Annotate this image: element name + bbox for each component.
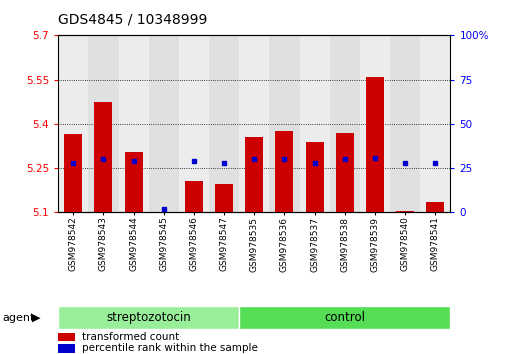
- Text: percentile rank within the sample: percentile rank within the sample: [82, 343, 257, 354]
- Bar: [94, 102, 112, 212]
- Text: ▶: ▶: [32, 313, 40, 323]
- Bar: [58, 35, 88, 212]
- Bar: [239, 306, 449, 329]
- Bar: [178, 35, 209, 212]
- Bar: [209, 35, 239, 212]
- Bar: [239, 35, 269, 212]
- Bar: [425, 202, 443, 212]
- Bar: [419, 35, 449, 212]
- Bar: [395, 211, 413, 212]
- Bar: [184, 181, 203, 212]
- Bar: [64, 134, 82, 212]
- Text: GDS4845 / 10348999: GDS4845 / 10348999: [58, 12, 207, 27]
- Bar: [148, 35, 178, 212]
- Bar: [88, 35, 118, 212]
- Bar: [118, 35, 148, 212]
- Bar: [365, 77, 383, 212]
- Bar: [58, 344, 75, 353]
- Bar: [305, 142, 323, 212]
- Bar: [58, 333, 75, 341]
- Text: agent: agent: [3, 313, 35, 323]
- Bar: [359, 35, 389, 212]
- Text: transformed count: transformed count: [82, 332, 179, 342]
- Bar: [329, 35, 359, 212]
- Bar: [215, 184, 233, 212]
- Bar: [335, 133, 353, 212]
- Text: streptozotocin: streptozotocin: [106, 311, 191, 324]
- Text: control: control: [324, 311, 365, 324]
- Bar: [275, 131, 293, 212]
- Bar: [58, 306, 239, 329]
- Bar: [124, 152, 142, 212]
- Bar: [245, 137, 263, 212]
- Bar: [269, 35, 299, 212]
- Bar: [389, 35, 419, 212]
- Bar: [299, 35, 329, 212]
